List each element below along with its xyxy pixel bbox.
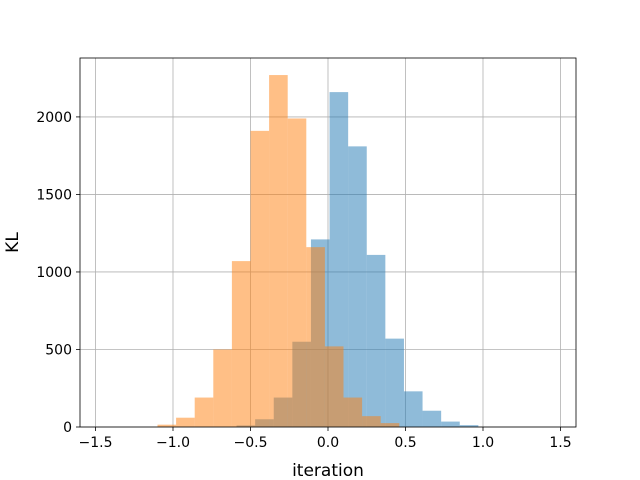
y-axis-ticks: 0 500 1000 1500 2000 <box>36 110 80 436</box>
x-axis-ticks: −1.5 −1.0 −0.5 0.0 0.5 1.0 1.5 <box>79 427 572 451</box>
x-tick-label: −1.0 <box>156 435 190 451</box>
x-tick-label: −0.5 <box>234 435 268 451</box>
histogram-bar <box>287 118 307 428</box>
histogram-bar <box>380 423 400 427</box>
histogram-bar <box>403 391 423 427</box>
y-tick-label: 1000 <box>36 265 72 281</box>
histogram-bar <box>231 261 251 427</box>
histogram-bar <box>362 416 381 427</box>
histogram-bar <box>306 247 325 427</box>
histogram-bar <box>441 421 460 427</box>
histogram-bar <box>157 424 177 427</box>
histogram-bar <box>366 254 386 427</box>
histogram-bar <box>348 146 367 427</box>
histogram-bar <box>324 346 344 427</box>
histogram-bar <box>176 417 195 427</box>
x-tick-label: 1.5 <box>549 435 571 451</box>
histogram-bar <box>269 75 288 427</box>
histogram-bar <box>385 338 404 427</box>
x-tick-label: 1.0 <box>472 435 494 451</box>
histogram-bar <box>459 425 479 427</box>
histogram-bar <box>329 92 349 427</box>
x-tick-label: −1.5 <box>79 435 113 451</box>
histogram-bar <box>343 397 363 427</box>
y-tick-label: 2000 <box>36 110 72 126</box>
x-axis-label: iteration <box>292 461 364 480</box>
histogram-bar <box>250 130 270 427</box>
x-tick-label: 0.5 <box>394 435 416 451</box>
y-tick-label: 0 <box>63 420 72 436</box>
y-tick-label: 500 <box>45 342 72 358</box>
y-tick-label: 1500 <box>36 187 72 203</box>
x-tick-label: 0.0 <box>317 435 339 451</box>
histogram-bar <box>194 397 214 427</box>
histogram-bar <box>213 349 232 427</box>
histogram-bars <box>157 75 479 428</box>
y-axis-label: KL <box>3 232 23 253</box>
histogram-bar <box>422 410 442 427</box>
